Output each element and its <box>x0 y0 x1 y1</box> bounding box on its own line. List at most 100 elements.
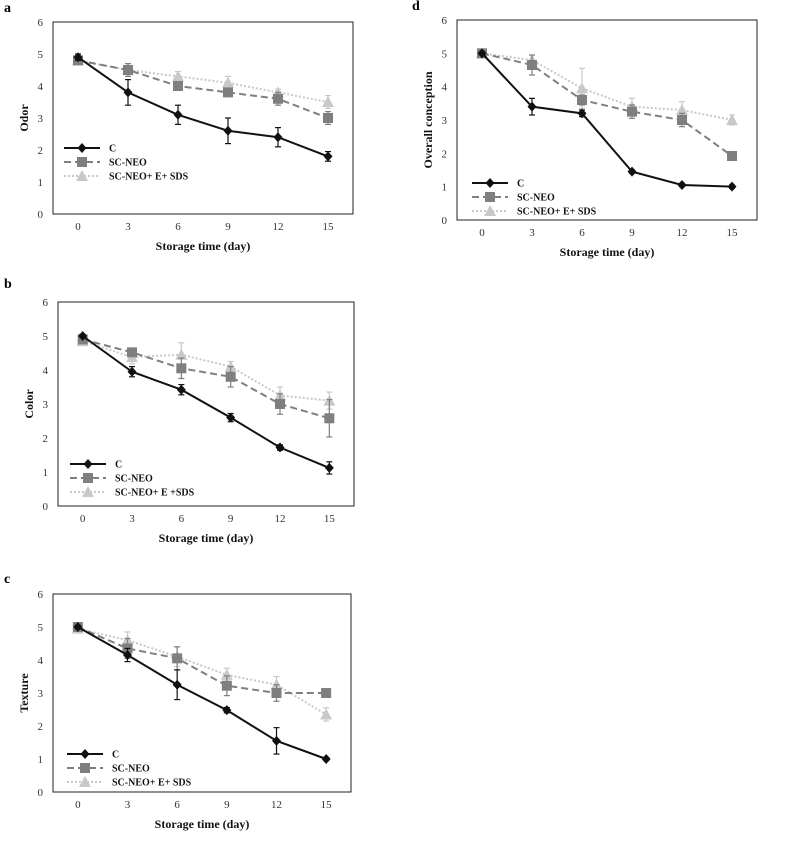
legend-entry: SC-NEO+ E +SDS <box>70 486 195 499</box>
y-tick-label: 0 <box>38 209 44 221</box>
legend-marker <box>485 178 495 188</box>
panel-label: a <box>4 1 11 16</box>
data-point <box>676 104 688 115</box>
data-point <box>627 166 637 177</box>
data-point <box>577 95 587 105</box>
x-tick-label: 0 <box>80 513 86 525</box>
legend-marker <box>485 192 495 202</box>
legend-label: SC-NEO <box>109 158 147 169</box>
x-tick-label: 3 <box>125 221 131 233</box>
data-point <box>321 754 331 764</box>
data-point <box>527 60 537 70</box>
data-point <box>127 366 137 377</box>
y-tick-label: 4 <box>43 365 49 377</box>
y-tick-label: 5 <box>38 49 44 61</box>
data-point <box>175 348 188 360</box>
y-tick-label: 2 <box>442 148 448 160</box>
x-tick-label: 3 <box>129 513 135 525</box>
y-axis-title: Color <box>22 389 36 419</box>
y-tick-label: 1 <box>442 182 448 194</box>
y-axis-title: Texture <box>17 673 31 713</box>
x-axis-title: Storage time (day) <box>560 245 655 259</box>
series-1 <box>477 48 737 161</box>
y-tick-label: 3 <box>38 113 44 125</box>
y-tick-label: 2 <box>38 721 44 733</box>
plot-area <box>57 301 355 507</box>
legend-entry: C <box>64 143 116 155</box>
legend-label: SC-NEO <box>517 193 555 204</box>
legend-entry: C <box>472 178 524 190</box>
legend-label: C <box>112 750 119 761</box>
x-tick-label: 0 <box>75 799 81 811</box>
x-tick-label: 0 <box>479 227 485 239</box>
data-point <box>273 132 283 143</box>
series-0 <box>73 622 331 764</box>
legend-label: SC-NEO <box>115 474 153 485</box>
data-point <box>173 109 183 120</box>
legend-marker <box>80 749 90 759</box>
x-tick-label: 6 <box>175 221 181 233</box>
x-tick-label: 12 <box>275 513 286 525</box>
x-tick-label: 9 <box>228 513 234 525</box>
y-tick-label: 4 <box>442 82 448 94</box>
y-tick-label: 0 <box>442 215 448 227</box>
y-tick-label: 6 <box>442 15 448 27</box>
legend-entry: SC-NEO+ E+ SDS <box>67 776 192 789</box>
data-point <box>223 125 233 136</box>
y-tick-label: 6 <box>38 589 44 601</box>
y-tick-label: 0 <box>38 787 44 799</box>
data-point <box>324 413 335 424</box>
x-tick-label: 9 <box>225 221 231 233</box>
y-tick-label: 6 <box>38 17 44 29</box>
data-point <box>727 151 737 161</box>
legend-entry: SC-NEO <box>472 192 555 204</box>
legend-label: C <box>115 460 122 471</box>
series-line <box>77 59 329 119</box>
y-tick-label: 3 <box>43 399 49 411</box>
series-line <box>481 52 733 157</box>
data-point <box>320 708 333 720</box>
x-tick-label: 9 <box>629 227 635 239</box>
legend-marker <box>83 459 93 469</box>
x-tick-label: 9 <box>224 799 230 811</box>
data-point <box>123 65 133 75</box>
data-point <box>226 412 236 423</box>
data-point <box>477 48 487 59</box>
data-point <box>173 81 183 91</box>
data-point <box>222 705 232 716</box>
y-tick-label: 4 <box>38 81 44 93</box>
x-tick-label: 12 <box>271 799 282 811</box>
x-tick-label: 15 <box>727 227 739 239</box>
y-tick-label: 6 <box>43 297 49 309</box>
y-tick-label: 1 <box>38 754 44 766</box>
y-tick-label: 2 <box>43 433 49 445</box>
x-tick-label: 6 <box>579 227 585 239</box>
data-point <box>677 115 687 125</box>
plot-area <box>456 19 758 221</box>
legend-label: SC-NEO+ E+ SDS <box>517 207 597 218</box>
x-tick-label: 3 <box>125 799 131 811</box>
data-point <box>727 181 737 192</box>
data-point <box>577 108 587 119</box>
legend-label: C <box>109 144 116 155</box>
x-axis-title: Storage time (day) <box>155 817 250 831</box>
data-point <box>322 96 334 107</box>
series-line <box>77 626 327 694</box>
data-point <box>275 442 285 453</box>
data-point <box>223 87 233 98</box>
x-tick-label: 6 <box>179 513 185 525</box>
data-point <box>576 82 588 94</box>
data-point <box>273 93 283 104</box>
x-tick-label: 15 <box>323 221 335 233</box>
series-line <box>77 626 327 760</box>
data-point <box>225 371 236 382</box>
series-line <box>82 338 330 420</box>
y-tick-label: 1 <box>43 467 49 479</box>
y-tick-label: 3 <box>442 115 448 127</box>
series-0 <box>78 331 334 475</box>
legend-marker <box>76 170 88 181</box>
y-tick-label: 3 <box>38 688 44 700</box>
